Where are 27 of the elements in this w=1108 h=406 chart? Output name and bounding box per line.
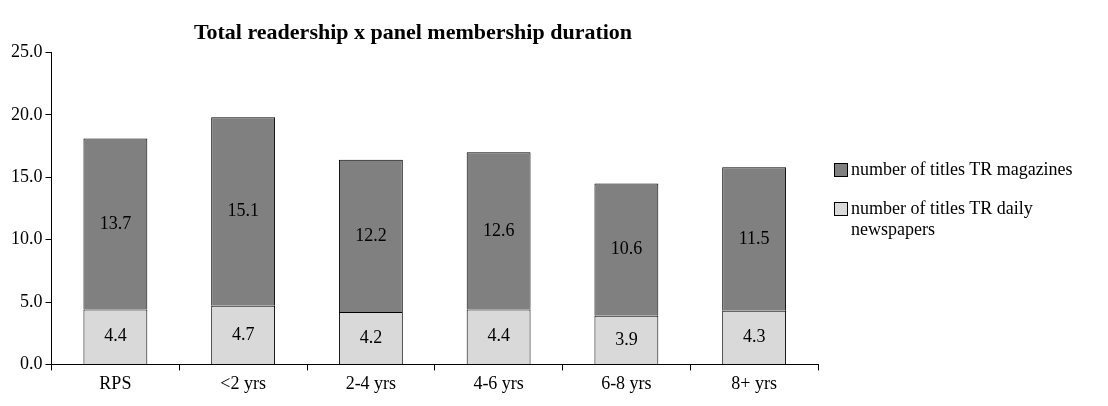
x-tick-label: 6-8 yrs — [601, 372, 652, 393]
y-tick-label: 25.0 — [11, 41, 43, 62]
data-label: 4.7 — [231, 323, 255, 344]
y-tick-label: 20.0 — [11, 103, 43, 124]
data-label: 13.7 — [99, 212, 132, 233]
legend-label: number of titles TR daily newspapers — [851, 197, 1034, 240]
data-label: 15.1 — [227, 200, 259, 221]
data-label: 11.5 — [738, 227, 770, 248]
y-tick-label: 5.0 — [20, 290, 43, 311]
x-tick-label: RPS — [99, 372, 132, 393]
data-label: 3.9 — [615, 328, 638, 349]
data-label: 10.6 — [610, 238, 643, 259]
x-tick-label: <2 yrs — [220, 372, 266, 393]
data-label: 12.6 — [482, 219, 515, 240]
y-tick-label: 0.0 — [20, 353, 43, 374]
y-tick-label: 10.0 — [11, 228, 43, 249]
data-label: 4.2 — [359, 326, 383, 347]
y-tick-label: 15.0 — [11, 165, 43, 186]
legend-label: number of titles TR magazines — [851, 158, 1073, 180]
x-tick-label: 4-6 yrs — [473, 372, 524, 393]
x-tick-label: 2-4 yrs — [345, 372, 397, 393]
data-label: 4.4 — [487, 325, 510, 346]
chart-title: Total readership x panel membership duration — [193, 18, 633, 44]
x-tick-label: 8+ yrs — [731, 372, 777, 393]
data-label: 4.3 — [742, 326, 766, 347]
data-label: 4.4 — [104, 325, 127, 346]
data-label: 12.2 — [355, 224, 387, 245]
